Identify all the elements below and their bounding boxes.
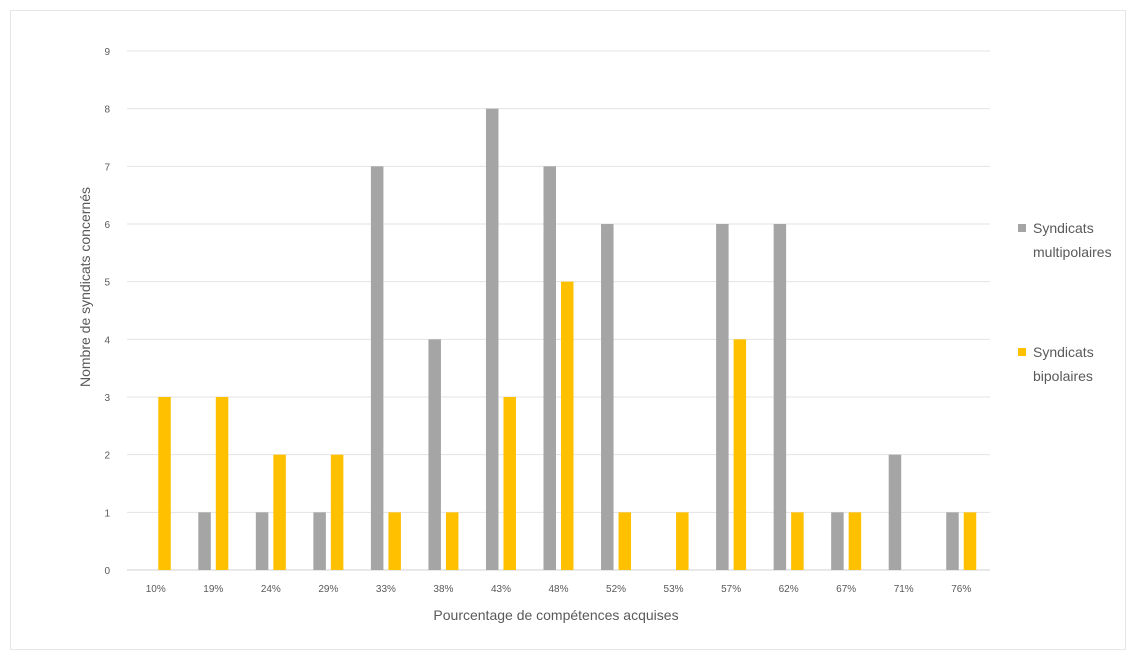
bar-multipolaires [313,512,326,570]
bar-bipolaires [561,281,574,570]
bar-multipolaires [485,108,499,571]
bar-bipolaires [158,397,171,570]
bar-multipolaires [428,339,441,570]
bar-multipolaires [601,224,614,570]
y-tick-label: 4 [104,335,110,346]
y-tick-label: 5 [104,278,110,289]
y-tick-label: 6 [104,220,110,231]
x-axis-title: Pourcentage de compétences acquises [433,607,678,623]
bar-multipolaires [370,166,384,571]
bar-multipolaires [716,224,729,570]
x-tick-label: 10% [146,584,166,595]
y-tick-label: 0 [104,566,110,577]
legend-label: bipolaires [1033,368,1093,384]
bar-multipolaires [888,454,902,570]
x-tick-label: 67% [836,584,856,595]
bar-bipolaires [618,512,632,570]
bar-bipolaires [330,454,344,570]
bar-bipolaires [676,512,689,570]
bar-multipolaires [255,512,269,570]
bar-multipolaires [946,512,959,570]
bar-multipolaires [773,224,787,570]
bar-bipolaires [963,512,977,570]
x-tick-label: 53% [664,584,684,595]
legend-label: Syndicats [1033,220,1094,236]
bar-bipolaires [273,454,286,570]
legend-label: multipolaires [1033,244,1112,260]
y-tick-label: 8 [104,105,110,116]
y-tick-label: 2 [104,451,110,462]
x-tick-label: 19% [203,584,223,595]
x-tick-label: 29% [318,584,338,595]
x-tick-label: 24% [261,584,281,595]
x-tick-label: 43% [491,584,511,595]
legend-label: Syndicats [1033,344,1094,360]
y-tick-label: 7 [104,162,110,173]
bar-bipolaires [388,512,401,570]
bar-bipolaires [733,339,747,570]
bar-multipolaires [198,512,211,570]
x-axis-ticks: 10% 19% 24% 29% 33% 38% 43% 48% 52% 53% 57% 62% 67% 7… [146,584,972,595]
bar-multipolaires [831,512,844,570]
x-tick-label: 71% [894,584,914,595]
y-tick-label: 1 [104,508,110,519]
x-tick-label: 52% [606,584,626,595]
x-tick-label: 62% [779,584,799,595]
bar-multipolaires [543,166,556,571]
chart-frame [10,10,1126,650]
y-tick-label: 9 [104,47,110,58]
y-tick-label: 3 [104,393,110,404]
y-axis-title: Nombre de syndicats concernés [77,187,93,387]
bar-bipolaires [215,397,229,570]
legend: Syndicats multipolaires Syndicats bipolaire… [1018,220,1112,384]
legend-swatch [1018,348,1026,356]
gridlines [127,50,990,571]
y-axis-ticks: 0 1 2 3 4 5 6 7 8 9 [104,47,110,577]
legend-swatch [1018,224,1026,232]
bar-bipolaires [848,512,862,570]
x-tick-label: 48% [548,584,568,595]
x-tick-label: 57% [721,584,741,595]
bar-bipolaires [445,512,459,570]
x-tick-label: 38% [433,584,453,595]
x-tick-label: 33% [376,584,396,595]
bar-bipolaires [791,512,804,570]
bar-bipolaires [503,397,516,570]
bars [158,108,977,571]
x-tick-label: 76% [951,584,971,595]
